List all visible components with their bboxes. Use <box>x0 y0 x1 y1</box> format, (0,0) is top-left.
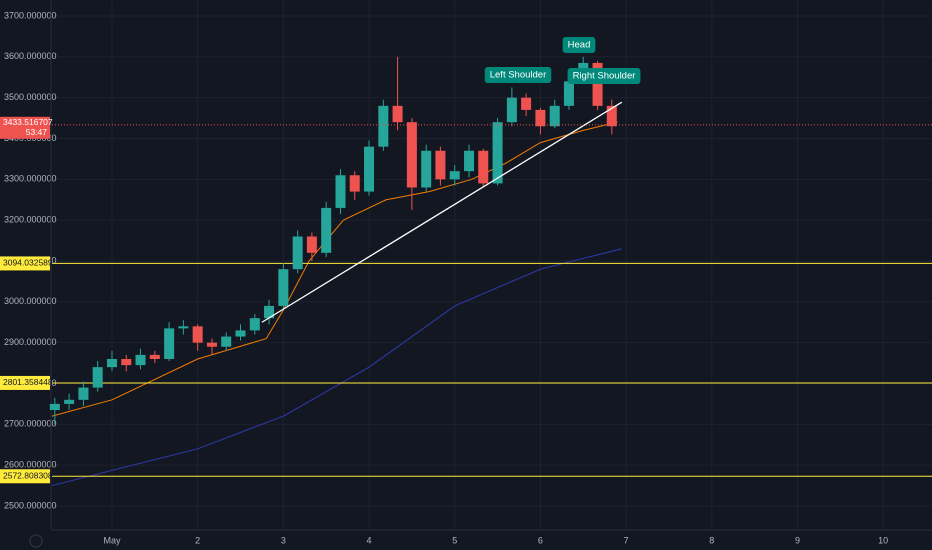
y-tick-label: 3600.000000 <box>4 51 57 61</box>
last-price-label: 3433.516707 <box>3 117 53 127</box>
pattern-label: Right Shoulder <box>567 68 641 84</box>
pattern-label-text: Right Shoulder <box>573 71 636 82</box>
pattern-label-box <box>567 68 641 84</box>
candle-body <box>521 97 532 110</box>
level-label-box <box>0 469 50 484</box>
trendline <box>261 101 623 323</box>
countdown: 53:47 <box>26 127 48 137</box>
candle-body <box>506 97 517 123</box>
level-label: 2801.358448 <box>3 377 53 387</box>
candle-body <box>221 336 232 347</box>
level-label-box <box>0 375 50 390</box>
candle-body <box>264 305 275 319</box>
candle-body <box>249 318 260 331</box>
candle-body <box>192 326 203 343</box>
level-label: 3094.032589 <box>3 258 53 268</box>
y-tick-label: 2600.000000 <box>4 460 57 470</box>
y-tick-label: 3500.000000 <box>4 92 57 102</box>
y-tick-label: 3000.000000 <box>4 296 57 306</box>
candle-body <box>592 62 603 106</box>
x-tick-label: 9 <box>795 535 800 545</box>
y-tick-label: 3700.000000 <box>4 10 57 20</box>
candle-body <box>549 105 560 127</box>
y-tick-label: 2700.000000 <box>4 419 57 429</box>
candle-body <box>406 122 417 188</box>
timezone-icon <box>29 534 43 548</box>
candle-body <box>78 387 89 400</box>
candle-body <box>464 150 475 172</box>
candle-body <box>64 399 75 404</box>
x-tick-label: 5 <box>452 535 457 545</box>
candle-body <box>349 175 360 192</box>
candle-body <box>106 358 117 368</box>
pattern-label-text: Head <box>568 40 591 51</box>
candle-body <box>492 122 503 184</box>
pattern-label-box <box>562 37 596 53</box>
candle-body <box>306 236 317 253</box>
x-tick-label: 8 <box>709 535 714 545</box>
candle-body <box>278 269 289 306</box>
pattern-label: Head <box>562 37 596 53</box>
candle-body <box>606 105 617 127</box>
candle-body <box>178 326 189 329</box>
x-tick-label: 4 <box>367 535 372 545</box>
y-tick-label: 3300.000000 <box>4 174 57 184</box>
y-tick-label: 2500.000000 <box>4 500 57 510</box>
candle-body <box>392 105 403 123</box>
x-tick-label: 2 <box>195 535 200 545</box>
candle-body <box>478 150 489 184</box>
candle-body <box>121 358 132 366</box>
x-tick-label: May <box>103 535 121 545</box>
x-tick-label: 7 <box>624 535 629 545</box>
candle-body <box>435 150 446 180</box>
pattern-label-box <box>484 67 552 83</box>
x-tick-label: 10 <box>878 535 888 545</box>
moving-average <box>51 248 622 487</box>
candle-body <box>421 150 432 188</box>
candle-body <box>563 81 574 106</box>
level-label-box <box>0 256 50 271</box>
candle-body <box>335 175 346 208</box>
y-tick-label: 3200.000000 <box>4 215 57 225</box>
x-tick-label: 3 <box>281 535 286 545</box>
candle-body <box>49 403 60 411</box>
candle-body <box>378 105 389 147</box>
moving-average <box>51 121 618 417</box>
x-tick-label: 6 <box>538 535 543 545</box>
candle-body <box>164 328 175 359</box>
last-price-box <box>0 116 50 139</box>
pattern-label-text: Left Shoulder <box>490 70 547 81</box>
candle-body <box>149 354 160 359</box>
pattern-label: Left Shoulder <box>484 67 552 83</box>
y-tick-label: 2900.000000 <box>4 337 57 347</box>
candle-body <box>535 109 546 127</box>
level-label: 2572.808308 <box>3 471 53 481</box>
candle-body <box>235 330 246 337</box>
candle-body <box>321 207 332 253</box>
candle-body <box>206 342 217 347</box>
candle-body <box>292 236 303 270</box>
candle-body <box>449 171 460 180</box>
candle-body <box>92 367 103 388</box>
candle-body <box>364 146 375 192</box>
candle-body <box>135 354 146 366</box>
